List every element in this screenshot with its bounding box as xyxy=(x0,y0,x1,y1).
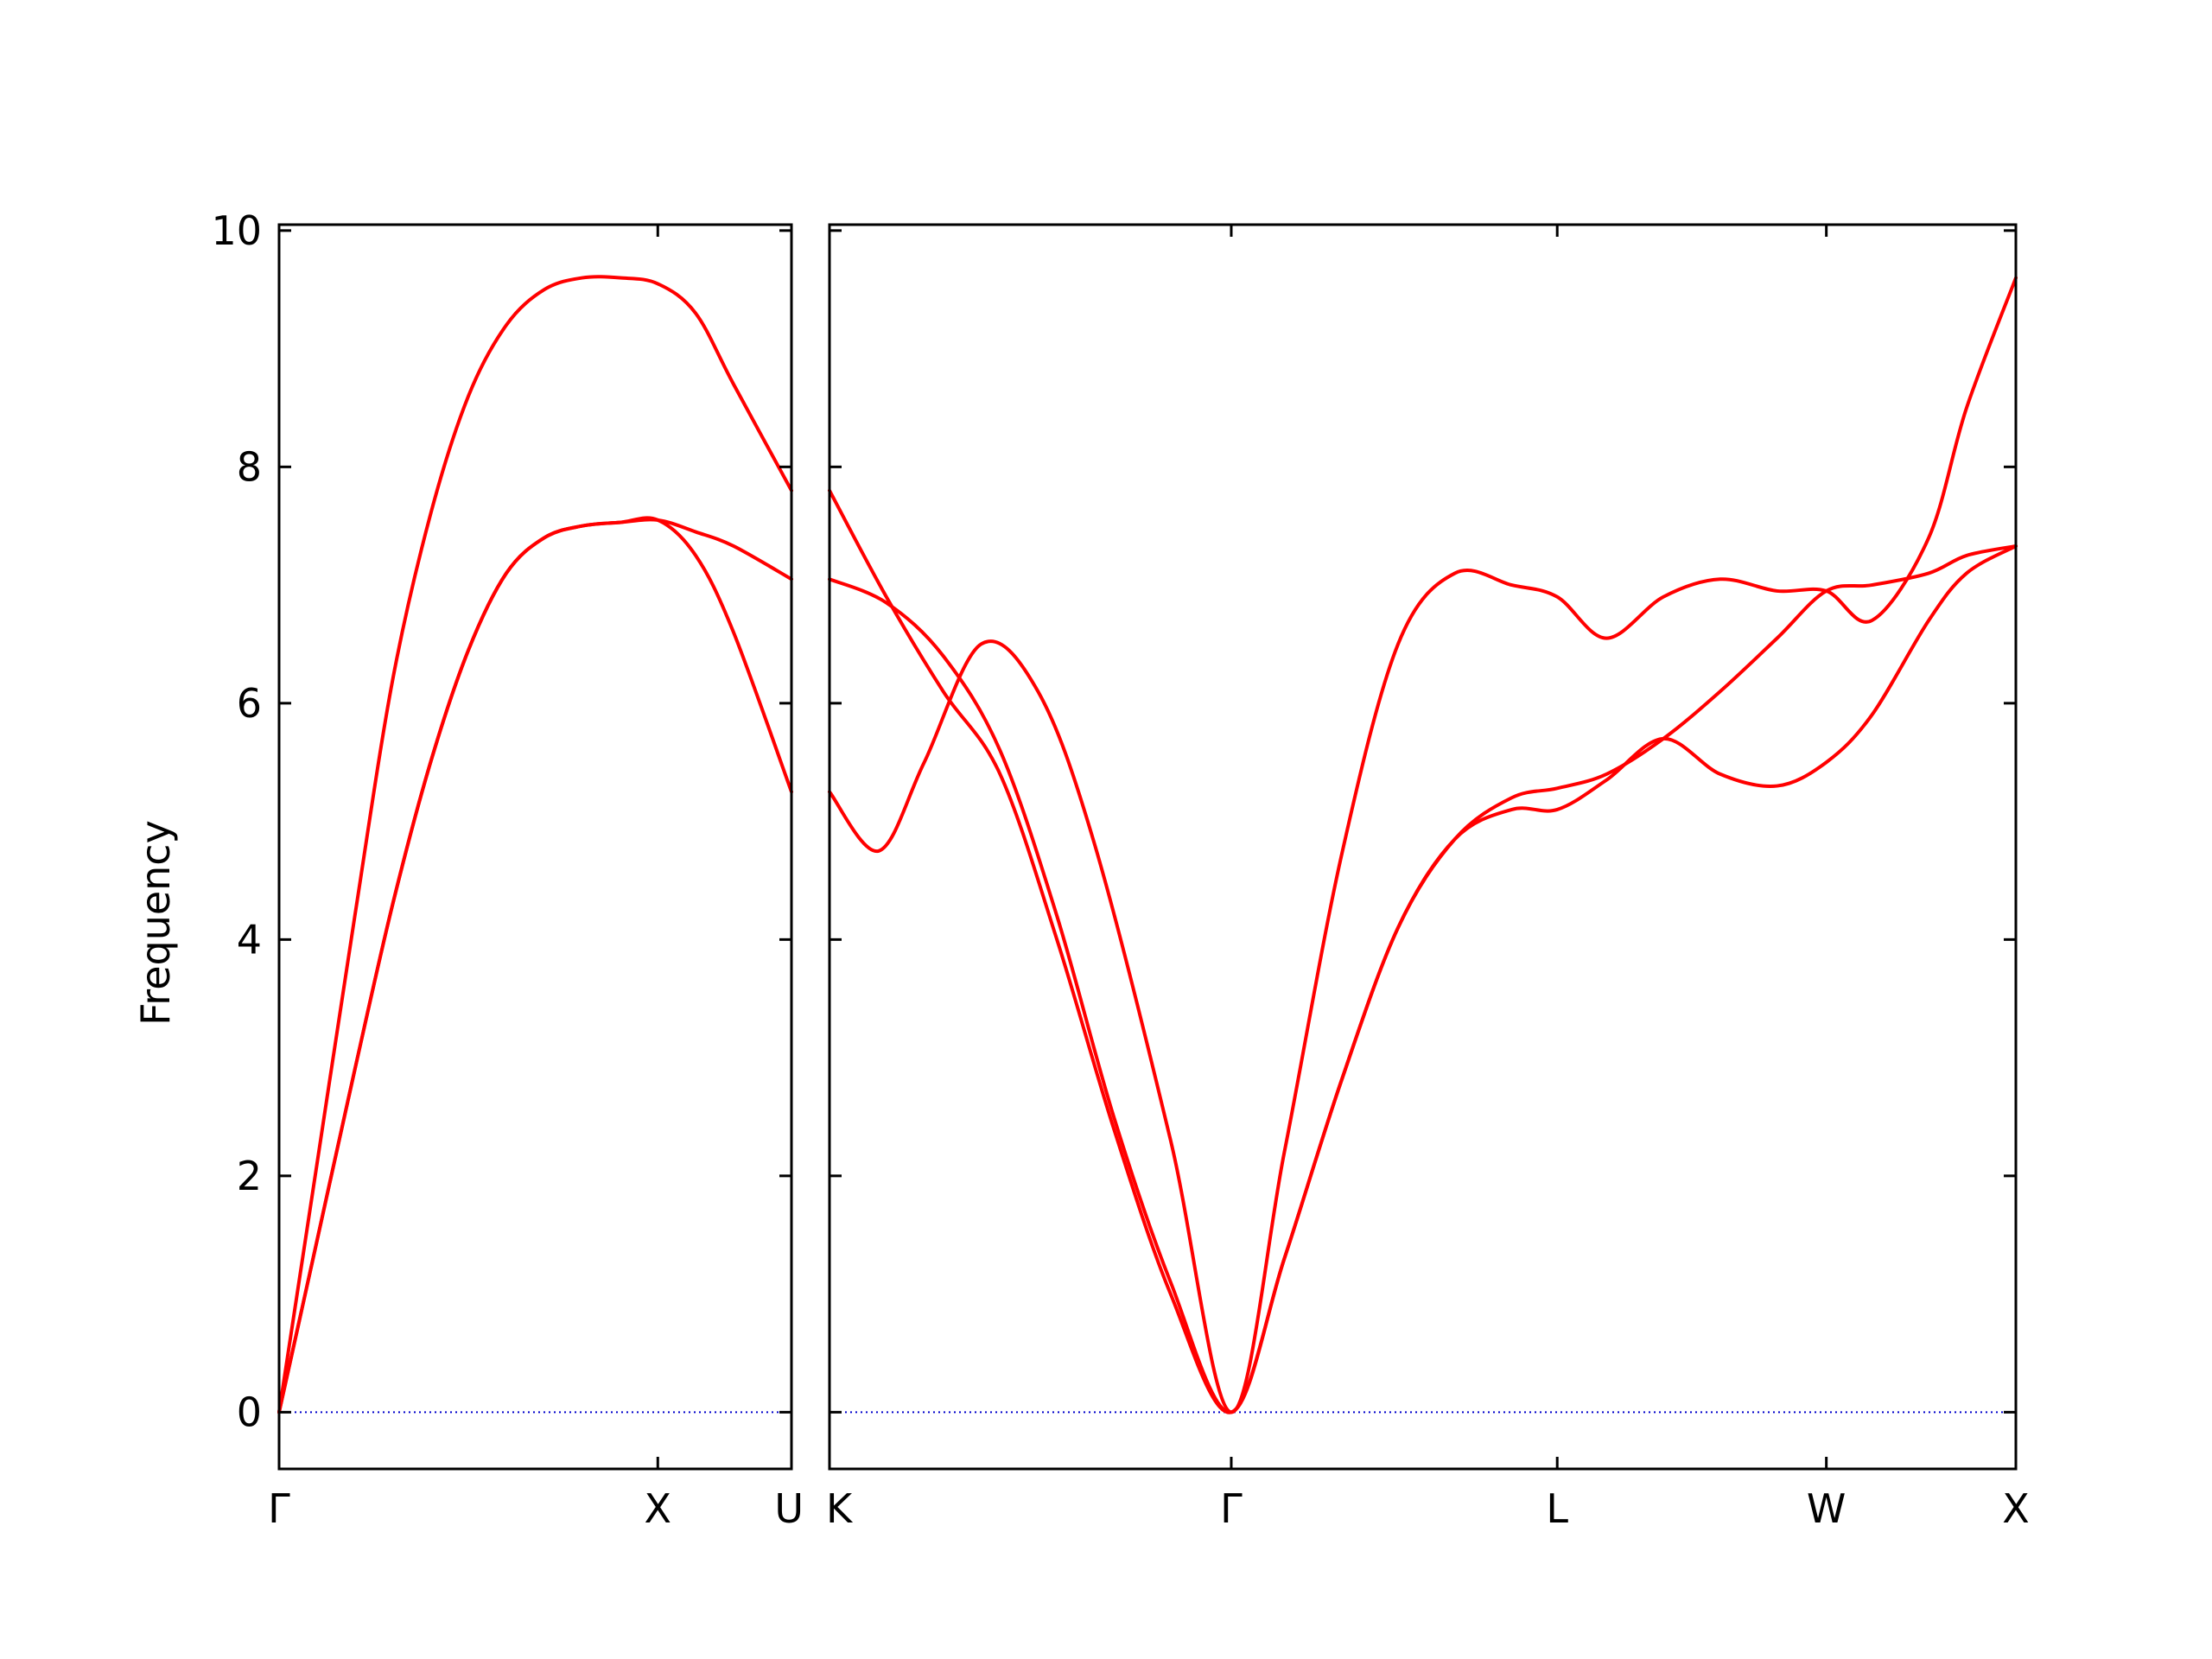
x-tick-label: U xyxy=(774,1485,804,1532)
x-tick-label: W xyxy=(1807,1485,1846,1532)
band-line-2 xyxy=(828,488,2018,1414)
y-tick-label: 8 xyxy=(237,443,262,490)
band-line-3 xyxy=(828,276,2018,1414)
x-tick-label: Γ xyxy=(1220,1485,1243,1532)
y-tick-label: 2 xyxy=(237,1153,262,1199)
panel-frame xyxy=(277,223,793,1471)
y-tick-label: 4 xyxy=(237,916,262,963)
band-line-3 xyxy=(277,516,793,1414)
x-tick-label: L xyxy=(1546,1485,1568,1532)
x-tick-label: X xyxy=(2002,1485,2030,1532)
x-tick-label: X xyxy=(645,1485,672,1532)
y-tick-label: 0 xyxy=(237,1389,262,1435)
panel-1: 0 2 4 6 8 10 Γ X U xyxy=(211,207,804,1532)
y-tick-label: 10 xyxy=(211,207,262,254)
band-line-2 xyxy=(277,275,793,1414)
panel-frame xyxy=(828,223,2018,1471)
panels-layer: 0 2 4 6 8 10 Γ X U K Γ L W X xyxy=(211,207,2029,1532)
x-tick-label: K xyxy=(826,1485,854,1532)
y-axis-title: Frequency xyxy=(132,820,179,1026)
y-tick-label: 6 xyxy=(237,680,262,727)
x-tick-label: Γ xyxy=(268,1485,290,1532)
